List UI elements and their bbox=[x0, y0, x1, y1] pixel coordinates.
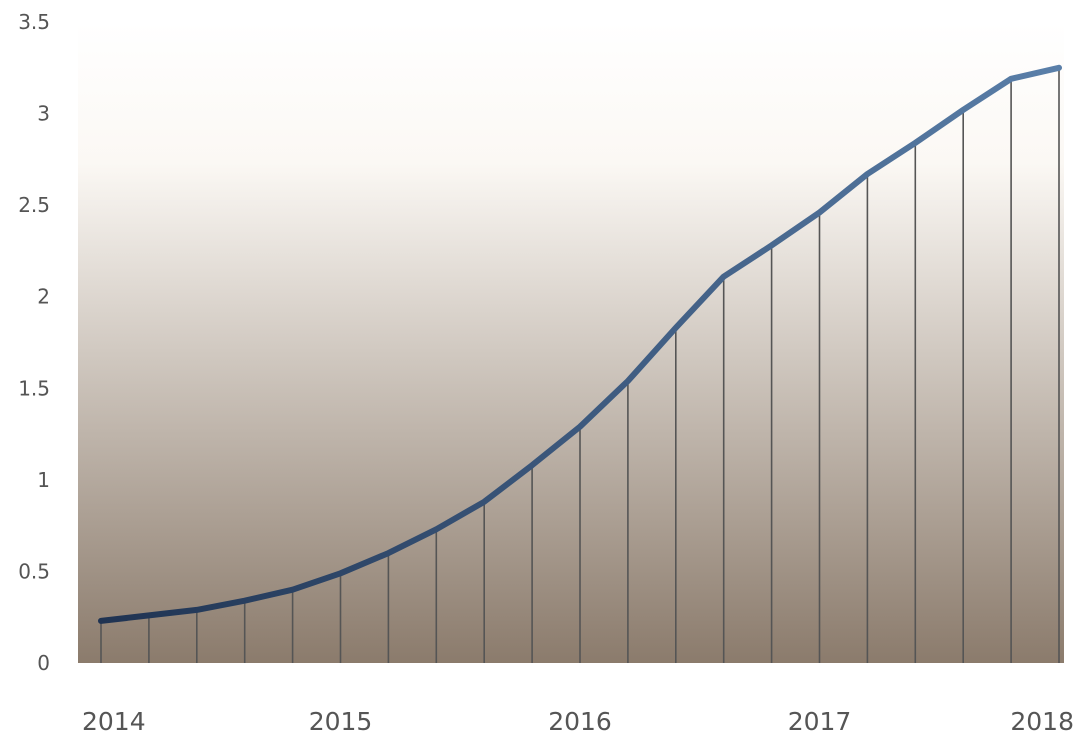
x-tick-label: 2014 bbox=[82, 707, 146, 735]
x-tick-label: 2015 bbox=[309, 707, 373, 735]
y-tick-label: 1.5 bbox=[18, 376, 50, 400]
x-axis: 2014 2015 2016 2017 2018 bbox=[82, 707, 1074, 735]
x-tick-label: 2017 bbox=[788, 707, 852, 735]
series-line bbox=[98, 64, 1062, 624]
y-tick-label: 0.5 bbox=[18, 559, 50, 583]
y-tick-label: 3.5 bbox=[18, 10, 50, 34]
y-axis: 0 0.5 1 1.5 2 2.5 3 3.5 bbox=[18, 10, 50, 675]
y-tick-label: 1 bbox=[37, 468, 50, 492]
y-tick-label: 2.5 bbox=[18, 193, 50, 217]
y-tick-label: 3 bbox=[37, 102, 50, 126]
plot-background bbox=[78, 22, 1064, 663]
y-tick-label: 2 bbox=[37, 285, 50, 309]
x-tick-label: 2018 bbox=[1010, 707, 1074, 735]
y-tick-label: 0 bbox=[37, 651, 50, 675]
x-tick-label: 2016 bbox=[548, 707, 612, 735]
drop-lines bbox=[100, 67, 1060, 663]
